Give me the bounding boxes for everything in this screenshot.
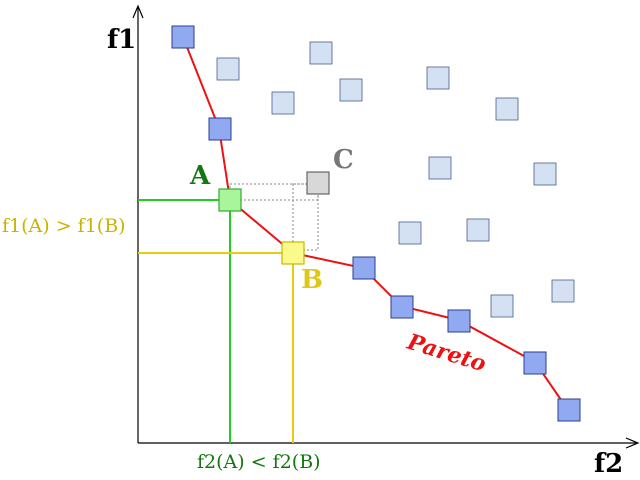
point-b-label: B: [301, 265, 323, 295]
pareto-front-solutions: [171, 25, 581, 422]
dominated-point: [271, 91, 295, 115]
f2-comparison-label: f2(A) < f2(B): [197, 451, 321, 473]
axes: f1 f2: [107, 4, 640, 479]
pareto-label: Pareto: [403, 329, 489, 378]
point-c-label: C: [333, 145, 354, 175]
front-point: [557, 398, 581, 422]
dominated-solutions: [216, 41, 575, 318]
a-dominance-box: [229, 183, 319, 201]
dominated-point: [426, 66, 450, 90]
dominated-point: [551, 279, 575, 303]
front-point: [171, 25, 195, 49]
dominated-point: [490, 294, 514, 318]
dominated-point: [339, 78, 363, 102]
dominated-point: [533, 162, 557, 186]
point-a-label: A: [189, 161, 211, 191]
dominated-point: [428, 156, 452, 180]
x-axis-arrow: [625, 437, 640, 449]
front-point: [352, 256, 376, 280]
dominated-point: [216, 57, 240, 81]
dominated-point: [495, 97, 519, 121]
point-b: [281, 241, 305, 265]
front-point: [447, 309, 471, 333]
pareto-front-line: [182, 36, 569, 411]
point-a: [218, 188, 242, 212]
front-point: [208, 117, 232, 141]
guide-lines: [138, 199, 294, 443]
y-axis-label: f1: [107, 25, 136, 55]
front-point: [390, 295, 414, 319]
front-point: [523, 351, 547, 375]
dominated-point: [466, 218, 490, 242]
dominated-point: [398, 221, 422, 245]
point-c: [306, 171, 330, 195]
x-axis-label: f2: [594, 449, 623, 479]
dominated-point: [309, 41, 333, 65]
b-dominance-box: [292, 183, 319, 251]
y-axis-arrow: [132, 4, 144, 19]
dominance-boxes: [229, 183, 319, 251]
f1-comparison-label: f1(A) > f1(B): [2, 215, 126, 237]
